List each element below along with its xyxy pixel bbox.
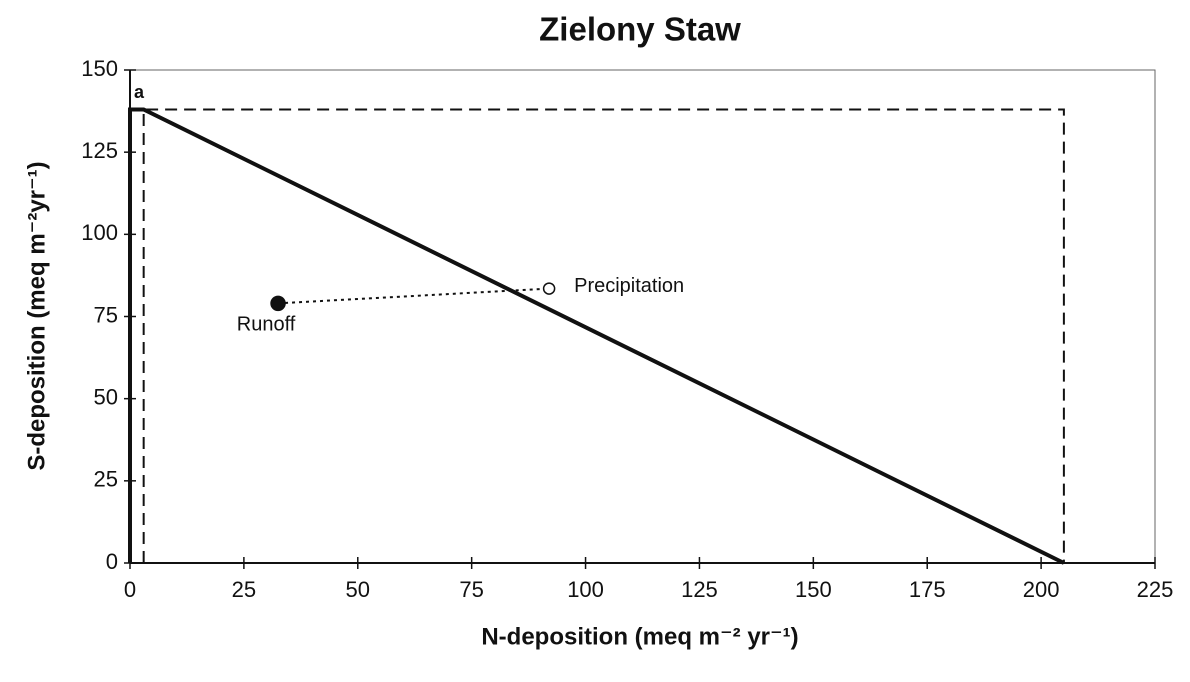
x-axis-label: N-deposition (meq m⁻² yr⁻¹) — [481, 623, 798, 650]
x-tick-label: 50 — [346, 577, 370, 602]
y-axis-label: S-deposition (meq m⁻²yr⁻¹) — [23, 161, 50, 470]
data-point — [270, 295, 286, 312]
series-line — [142, 108, 1065, 563]
point-label: Runoff — [237, 314, 296, 336]
series-line — [278, 287, 550, 305]
point-label: Precipitation — [574, 275, 684, 297]
y-tick-label: 75 — [94, 302, 118, 327]
data-point — [542, 282, 556, 295]
annotation: a — [134, 82, 145, 102]
y-tick-label: 0 — [106, 549, 118, 574]
x-tick-label: 150 — [795, 577, 832, 602]
series-line — [128, 107, 1065, 565]
y-tick-label: 150 — [81, 56, 118, 81]
y-tick-label: 25 — [94, 467, 118, 492]
x-tick-label: 225 — [1137, 577, 1174, 602]
x-tick-label: 75 — [459, 577, 483, 602]
x-tick-label: 175 — [909, 577, 946, 602]
x-tick-label: 200 — [1023, 577, 1060, 602]
y-tick-label: 50 — [94, 384, 118, 409]
x-tick-label: 0 — [124, 577, 136, 602]
y-tick-label: 100 — [81, 220, 118, 245]
chart-title: Zielony Staw — [539, 11, 741, 48]
x-tick-label: 25 — [232, 577, 256, 602]
y-tick-label: 125 — [81, 138, 118, 163]
x-tick-label: 100 — [567, 577, 604, 602]
x-tick-label: 125 — [681, 577, 718, 602]
